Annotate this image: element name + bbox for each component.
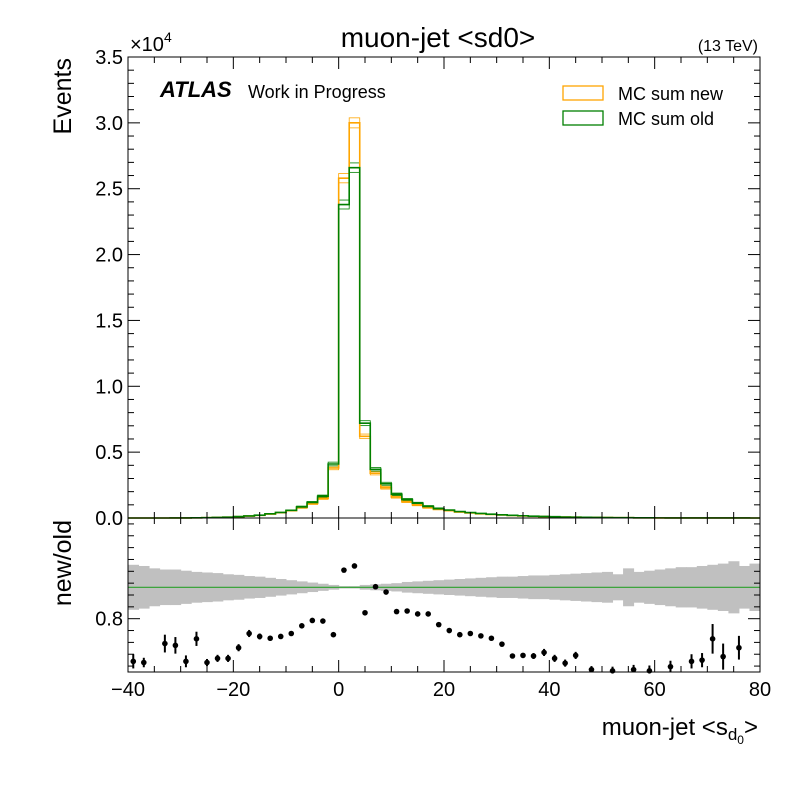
ratio-point [204,659,210,666]
ratio-point [351,563,358,569]
main-y-axis-label: Events [49,58,77,134]
x-axis-label-subsub: 0 [737,733,744,747]
ratio-point [699,657,705,663]
ratio-point [736,644,742,651]
legend: MC sum new MC sum old [562,84,724,129]
ratio-point [362,609,368,616]
y-tick-label: 1.0 [95,376,123,398]
series-line-mc-sum-old [128,166,760,519]
ratio-point [425,611,432,617]
ratio-point [414,611,421,617]
y-multiplier: ×104 [130,29,172,56]
x-axis-label-sub: d [728,725,737,744]
y-multiplier-base: ×10 [130,34,164,56]
ratio-point [541,649,547,656]
y-tick-label: 1.5 [95,310,123,332]
ratio-point [688,658,695,665]
ratio-point [183,658,189,665]
ratio-point [320,618,326,624]
ratio-point [372,583,379,590]
ratio-point [551,655,558,662]
ratio-point [478,633,484,639]
chart-title: muon-jet <sd0> [341,22,536,53]
ratio-point [457,631,463,638]
x-axis-label: muon-jet <sd0> [602,714,758,747]
ratio-point [588,666,595,673]
ratio-point [499,641,505,647]
legend-label-new: MC sum new [618,84,724,104]
ratio-point [309,617,316,624]
x-axis-label-close: > [744,714,758,741]
ratio-point [630,666,637,673]
ratio-y-axis-label: new/old [49,520,77,606]
ratio-point [667,663,674,670]
ratio-point [435,621,442,628]
ratio-point [299,623,305,629]
energy-label: (13 TeV) [698,38,758,55]
ratio-point [214,655,221,662]
x-tick-label: 0 [333,679,344,701]
ratio-point [193,636,200,642]
ratio-panel: 0.8 −40 −20 0 20 40 60 80 new/old muon-jet <sd… [49,517,771,747]
x-tick-label: 60 [644,679,666,701]
ratio-y-tick-label: 0.8 [95,609,123,631]
ratio-point [446,627,453,634]
x-tick-label: 80 [749,679,771,701]
legend-swatch-new [562,85,604,101]
x-tick-label: −40 [111,679,145,701]
y-tick-label: 0.5 [95,442,123,464]
ratio-point [404,608,410,614]
ratio-point [225,655,231,662]
legend-swatch-old [562,110,604,126]
x-tick-label: 40 [538,679,560,701]
ratio-point [572,652,579,659]
main-panel: 0.00.51.01.52.02.53.03.5 muon-jet <sd0> … [49,22,761,530]
ratio-point [467,630,474,637]
ratio-point [267,635,274,642]
ratio-point [520,652,526,659]
ratio-point [720,653,726,660]
ratio-point [130,658,137,665]
ratio-point [235,644,242,651]
x-tick-label: 20 [433,679,455,701]
series-line-mc-sum-new [128,122,760,519]
ratio-point [162,640,168,647]
ratio-point [562,660,568,666]
ratio-point [341,567,347,573]
ratio-point [488,635,495,642]
ratio-point [246,630,252,637]
ratio-point [330,631,337,638]
atlas-sublabel: Work in Progress [248,82,386,102]
y-tick-label: 3.0 [95,113,123,135]
ratio-point [393,608,400,615]
ratio-point [172,642,179,649]
ratio-point [383,589,389,595]
y-tick-label: 2.5 [95,179,123,201]
y-tick-label: 2.0 [95,245,123,267]
ratio-point [646,668,653,674]
y-tick-label: 3.5 [95,47,123,69]
atlas-label: ATLAS [159,77,232,102]
y-multiplier-exponent: 4 [164,29,172,45]
y-tick-label: 0.0 [95,508,123,530]
x-tick-label: −20 [216,679,250,701]
ratio-point [530,653,537,659]
ratio-point [509,653,516,659]
ratio-point [288,630,295,637]
ratio-point [709,636,716,642]
x-axis-label-main: muon-jet <s [602,714,728,741]
ratio-point [609,668,616,674]
legend-label-old: MC sum old [618,109,714,129]
ratio-point [256,633,263,640]
ratio-point [277,633,284,640]
ratio-point [141,659,147,666]
